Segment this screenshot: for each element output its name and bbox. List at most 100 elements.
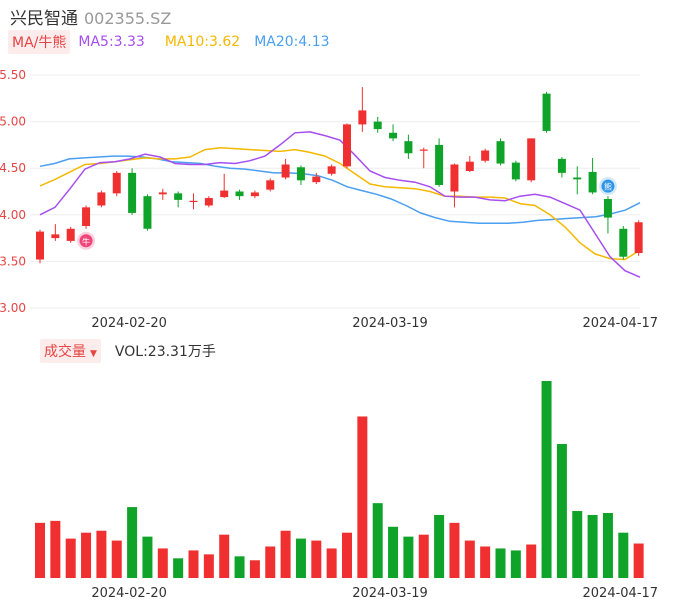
candle-body bbox=[343, 124, 351, 167]
candlesticks bbox=[36, 87, 643, 264]
bull-marker-icon bbox=[79, 234, 93, 248]
volume-bar bbox=[234, 556, 245, 578]
volume-bar bbox=[35, 522, 45, 578]
candle-body bbox=[220, 190, 229, 198]
volume-tag[interactable]: 成交量 ▼ bbox=[40, 339, 101, 363]
volume-bar bbox=[372, 503, 383, 578]
candle-body bbox=[634, 222, 643, 254]
candle bbox=[266, 178, 275, 192]
candle bbox=[465, 156, 474, 172]
candle bbox=[450, 163, 459, 208]
price-x-axis: 2024-02-20 2024-03-19 2024-04-17 bbox=[91, 316, 658, 331]
ma-bull-bear-tag[interactable]: MA/牛熊 bbox=[8, 30, 71, 54]
ma5-label: MA5:3.33 bbox=[78, 34, 145, 50]
ma-lines bbox=[39, 131, 641, 278]
candle-body bbox=[373, 121, 382, 130]
dropdown-arrow-icon: ▼ bbox=[90, 349, 97, 359]
candle-body bbox=[465, 161, 474, 171]
volume-bar bbox=[449, 522, 460, 578]
candle bbox=[573, 166, 582, 195]
ma5-line bbox=[39, 131, 641, 278]
candle-body bbox=[112, 172, 121, 194]
candle-body bbox=[128, 172, 137, 213]
candle bbox=[174, 191, 183, 208]
volume-bar bbox=[556, 444, 567, 578]
volume-bar bbox=[526, 544, 537, 578]
candle bbox=[603, 196, 612, 234]
volume-bar bbox=[249, 560, 260, 578]
candle bbox=[389, 124, 398, 142]
candle-body bbox=[174, 193, 183, 200]
candle bbox=[527, 138, 536, 183]
candle-body bbox=[250, 192, 259, 197]
volume-bar bbox=[50, 520, 61, 578]
candle-body bbox=[204, 198, 213, 206]
y-tick-label: 3.00 bbox=[0, 301, 26, 315]
candle bbox=[204, 196, 213, 208]
volume-bar bbox=[434, 514, 445, 578]
candle bbox=[634, 220, 643, 256]
candle-body bbox=[573, 177, 582, 180]
y-tick-label: 5.50 bbox=[0, 68, 26, 82]
candle bbox=[404, 134, 413, 159]
stock-code: 002355.SZ bbox=[84, 9, 172, 28]
candle bbox=[511, 160, 520, 182]
volume-tag-label: 成交量 bbox=[44, 344, 86, 360]
x-tick-label: 2024-04-17 bbox=[583, 316, 659, 331]
volume-bar bbox=[342, 532, 352, 578]
candle-body bbox=[619, 228, 628, 257]
candle-body bbox=[97, 192, 106, 206]
candle-body bbox=[327, 166, 336, 174]
candle-body bbox=[296, 167, 305, 181]
bull-marker-icon-label: 牛 bbox=[82, 236, 90, 246]
volume-bar bbox=[326, 548, 337, 578]
candle-body bbox=[511, 162, 520, 180]
candle bbox=[619, 225, 628, 260]
candle bbox=[496, 138, 505, 166]
volume-bars bbox=[35, 381, 644, 578]
candle-body bbox=[281, 164, 290, 178]
candle bbox=[435, 138, 444, 187]
candle bbox=[97, 190, 106, 208]
volume-bar bbox=[541, 381, 552, 578]
volume-bar bbox=[157, 548, 168, 578]
candle bbox=[557, 157, 566, 178]
volume-bar bbox=[495, 548, 506, 578]
x-tick-label: 2024-03-19 bbox=[352, 586, 428, 601]
candle bbox=[36, 229, 44, 264]
candle bbox=[419, 147, 428, 169]
volume-bar bbox=[96, 530, 107, 578]
candle-body bbox=[189, 200, 198, 203]
volume-legend: 成交量 ▼ VOL:23.31万手 bbox=[40, 339, 216, 363]
candle bbox=[281, 158, 290, 180]
x-tick-label: 2024-02-20 bbox=[91, 316, 167, 331]
ma-legend: MA/牛熊 MA5:3.33 MA10:3.62 MA20:4.13 bbox=[8, 30, 330, 54]
candle bbox=[51, 224, 60, 241]
volume-bar bbox=[464, 540, 475, 578]
volume-bar bbox=[357, 416, 368, 578]
price-y-axis: 5.50 5.00 4.50 4.00 3.50 3.00 bbox=[0, 68, 26, 315]
y-tick-label: 4.50 bbox=[0, 161, 26, 175]
candle-body bbox=[358, 110, 367, 125]
y-tick-label: 3.50 bbox=[0, 254, 26, 268]
ma20-label: MA20:4.13 bbox=[254, 34, 330, 50]
candle-body bbox=[419, 149, 428, 151]
bull-bear-markers: 牛熊 bbox=[77, 177, 617, 250]
volume-bar bbox=[127, 507, 138, 578]
volume-bar bbox=[618, 532, 629, 578]
candle-body bbox=[158, 192, 167, 195]
candle-body bbox=[603, 198, 612, 218]
stock-header: 兴民智通 002355.SZ bbox=[10, 4, 172, 29]
candle bbox=[296, 165, 305, 185]
volume-bar bbox=[142, 536, 153, 578]
candle bbox=[588, 157, 597, 195]
candle-body bbox=[66, 228, 75, 241]
volume-bar bbox=[418, 534, 429, 578]
candle bbox=[542, 91, 551, 133]
volume-bar bbox=[295, 538, 306, 578]
candle bbox=[143, 194, 152, 231]
stock-name: 兴民智通 bbox=[10, 9, 78, 29]
candle-body bbox=[312, 176, 321, 183]
ma20-line bbox=[39, 155, 641, 224]
